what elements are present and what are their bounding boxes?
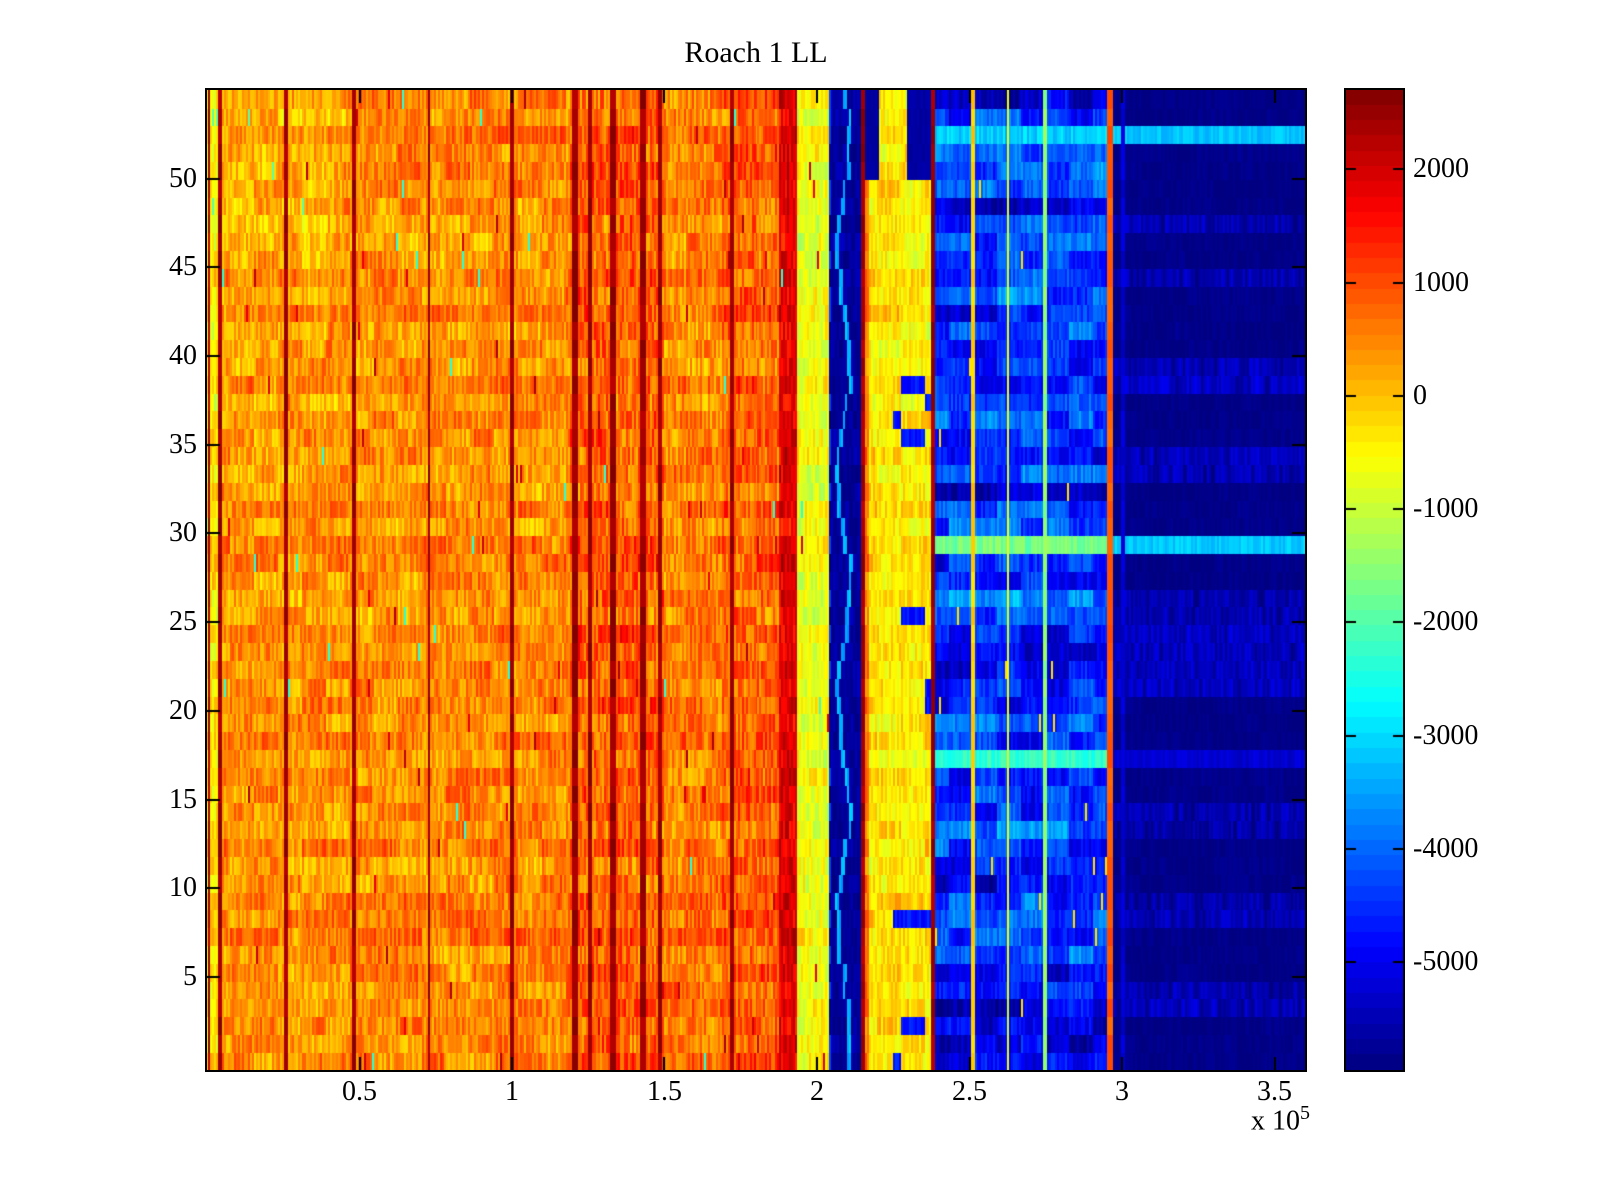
colorbar-tick-label: -3000 [1413,719,1479,751]
colorbar-tick-label: -5000 [1413,946,1479,978]
y-tick-label: 20 [169,694,197,726]
heatmap-plot-area [205,88,1307,1072]
colorbar-tick-label: -2000 [1413,606,1479,638]
y-tick-label: 5 [183,960,197,992]
x-tick-label: 3.5 [1257,1076,1292,1107]
y-tick-label: 45 [169,251,197,283]
y-tick-label: 35 [169,428,197,460]
colorbar-tick-label: 0 [1413,379,1427,411]
x-tick-label: 1 [505,1076,519,1107]
x-axis-exponent-label: x 105 [1130,1102,1310,1137]
y-tick-label: 50 [169,162,197,194]
y-tick-label: 10 [169,872,197,904]
exponent-value: 5 [1300,1102,1310,1124]
y-tick-label: 30 [169,517,197,549]
colorbar-tick-label: -1000 [1413,493,1479,525]
x-tick-label: 0.5 [342,1076,377,1107]
y-tick-label: 25 [169,606,197,638]
heatmap-canvas [207,90,1305,1070]
colorbar-tick-label: 1000 [1413,266,1469,298]
colorbar [1344,88,1405,1072]
x-tick-label: 2.5 [952,1076,987,1107]
y-tick-label: 40 [169,340,197,372]
x-tick-label: 3 [1115,1076,1129,1107]
y-tick-label: 15 [169,783,197,815]
x-tick-label: 2 [810,1076,824,1107]
colorbar-tick-label: -4000 [1413,833,1479,865]
colorbar-canvas [1346,90,1403,1070]
chart-title: Roach 1 LL [684,36,828,69]
exponent-prefix: x 10 [1251,1105,1300,1137]
colorbar-tick-label: 2000 [1413,153,1469,185]
x-tick-label: 1.5 [647,1076,682,1107]
